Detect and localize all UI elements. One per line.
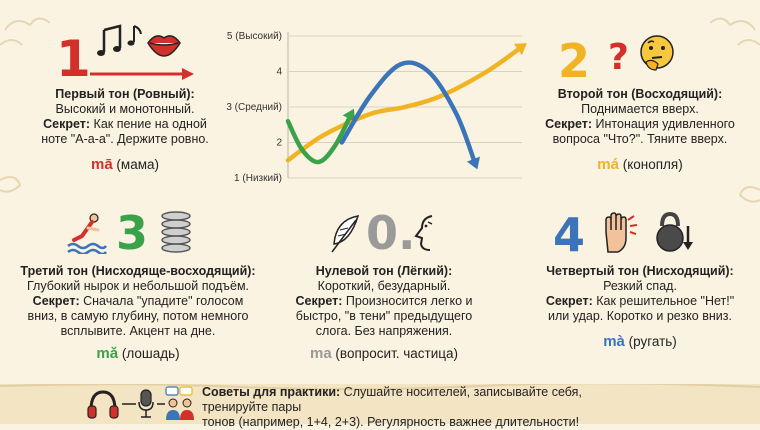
tone3-secret: Секрет: Сначала "упадите" голосом: [18, 294, 258, 309]
diver-icon: [67, 213, 107, 254]
chart-y-tick-label: 1 (Низкий): [234, 173, 282, 184]
tone0-meaning: (вопросит. частица): [331, 346, 459, 361]
tone1-secret-line1: Как пение на одной: [90, 117, 207, 131]
tone0-title: Нулевой тон (Лёгкий):: [315, 264, 453, 278]
cloud-ornament-top-right-icon: [709, 17, 760, 46]
tone0-number: 0.: [366, 206, 416, 260]
tone1-number: 1: [56, 30, 91, 88]
tone4-title: Четвертый тон (Нисходящий):: [546, 264, 734, 278]
tone4-example: mà (ругать): [530, 333, 750, 350]
tone0-desc: Короткий, безударный.: [317, 279, 451, 293]
tone2-meaning: (конопля): [618, 157, 683, 172]
tone1-secret: Секрет: Как пение на одной: [20, 117, 230, 132]
tone3-syllable: mǎ: [96, 345, 119, 362]
tone1-meaning: (мама): [112, 157, 159, 172]
tone3-desc: Глубокий нырок и небольшой подъём.: [26, 279, 250, 293]
tone2-example: má (конопля): [540, 156, 740, 173]
tone0-example: ma (вопросит. частица): [276, 345, 492, 362]
tone1-example: mā (мама): [20, 156, 230, 173]
chart-y-tick-label: 2: [276, 138, 282, 149]
tone1-syllable: mā: [90, 156, 113, 173]
tone4-desc: Резкий спад.: [603, 279, 677, 293]
tone2-number: 2: [558, 34, 591, 88]
tone1-desc: Высокий и монотонный.: [55, 102, 195, 116]
tone4-secret-line1: Как решительное "Нет!": [592, 294, 735, 308]
connector-line-icon: [122, 403, 136, 405]
tone4-number: 4: [553, 208, 586, 262]
tone0-secret-line2: быстро, "в тени" предыдущего: [295, 309, 473, 323]
tone3-meaning: (лошадь): [118, 346, 180, 361]
level-arrow-icon: [90, 68, 194, 80]
footer-text2: тонов (например, 1+4, 2+3). Регулярность…: [202, 415, 580, 429]
tone3-panel: Третий тон (Нисходяще-восходящий): Глубо…: [18, 264, 258, 362]
footer-line1: Советы для практики: Слушайте носителей,…: [202, 385, 642, 415]
tone2-syllable: má: [597, 156, 619, 173]
chart-y-tick-label: 3 (Средний): [226, 102, 282, 113]
chart-series-arrowhead-0: [513, 43, 527, 56]
people-chat-icon: [165, 386, 194, 420]
cloud-ornament-right-icon: [738, 185, 760, 203]
chart-series-arrowhead-1: [342, 108, 356, 122]
tone-contour-chart: 1 (Низкий) 2 3 (Средний) 4 5 (Высокий): [226, 31, 527, 184]
tone3-secret-line2: вниз, в самую глубину, потом немного: [27, 309, 249, 323]
tone2-desc: Поднимается вверх.: [581, 102, 699, 116]
cloud-ornament-top-left-icon: [0, 17, 51, 46]
chart-y-tick-label: 4: [276, 67, 282, 78]
tone3-secret-line3: всплывите. Акцент на дне.: [60, 324, 216, 338]
spring-icon: [161, 211, 191, 253]
tone0-secret-line1: Произносится легко и: [342, 294, 473, 308]
tone4-panel: Четвертый тон (Нисходящий): Резкий спад.…: [530, 264, 750, 350]
tone4-secret-label: Секрет:: [545, 294, 593, 308]
chart-series-line-1: [285, 111, 354, 165]
tone1-secret-line2: ноте "А-а-а". Держите ровно.: [41, 132, 209, 146]
tone1-secret-label: Секрет:: [43, 117, 91, 131]
tone3-title: Третий тон (Нисходяще-восходящий):: [20, 264, 256, 278]
chart-series-line-0: [285, 44, 525, 163]
face-profile-icon: [414, 215, 433, 251]
svg-text:?: ?: [608, 37, 629, 76]
tone3-secret-line1: Сначала "упадите" голосом: [79, 294, 244, 308]
chart-y-tick-label: 5 (Высокий): [227, 31, 282, 42]
tone2-secret-line2: вопроса "Что?". Тяните вверх.: [552, 132, 728, 146]
tone0-secret-line3: слога. Без напряжения.: [315, 324, 453, 338]
feather-icon: [331, 215, 360, 253]
footer-text1: Слушайте носителей, записывайте себя, тр…: [202, 385, 582, 414]
tone4-syllable: mà: [603, 333, 625, 350]
tone4-meaning: (ругать): [624, 334, 677, 349]
lips-icon: [147, 35, 181, 57]
tone3-number: 3: [116, 206, 149, 260]
tone2-panel: Второй тон (Восходящий): Поднимается вве…: [540, 87, 740, 173]
chart-series-line-2: [339, 60, 478, 167]
tone3-secret-label: Секрет:: [32, 294, 80, 308]
connector-line-2-icon: [157, 403, 165, 405]
tone4-secret-line2: или удар. Коротко и резко вниз.: [548, 309, 732, 323]
cloud-ornament-left-icon: [0, 175, 22, 193]
tone0-panel: Нулевой тон (Лёгкий): Короткий, безударн…: [276, 264, 492, 362]
microphone-icon: [138, 389, 154, 418]
tone4-secret: Секрет: Как решительное "Нет!": [530, 294, 750, 309]
tone2-secret-line1: Интонация удивленного: [592, 117, 735, 131]
tone0-secret-label: Секрет:: [295, 294, 343, 308]
tone2-secret-label: Секрет:: [545, 117, 593, 131]
footer-tips: Советы для практики: Слушайте носителей,…: [202, 385, 642, 430]
tone3-example: mǎ (лошадь): [18, 345, 258, 362]
tone0-secret: Секрет: Произносится легко и: [276, 294, 492, 309]
music-notes-icon: [97, 24, 142, 56]
tone0-syllable: ma: [309, 345, 332, 362]
kettlebell-icon: [656, 212, 693, 252]
tone1-title: Первый тон (Ровный):: [55, 87, 195, 101]
tone1-panel: Первый тон (Ровный): Высокий и монотонны…: [20, 87, 230, 173]
tone2-secret: Секрет: Интонация удивленного: [540, 117, 740, 132]
chart-series-arrowhead-2: [466, 156, 480, 170]
question-mark-icon: ?: [608, 37, 629, 76]
hand-stop-icon: [605, 212, 638, 253]
tone2-title: Второй тон (Восходящий):: [557, 87, 723, 101]
headphones-icon: [87, 390, 119, 419]
footer-label: Советы для практики:: [202, 385, 341, 399]
thinking-face-icon: [640, 35, 674, 71]
